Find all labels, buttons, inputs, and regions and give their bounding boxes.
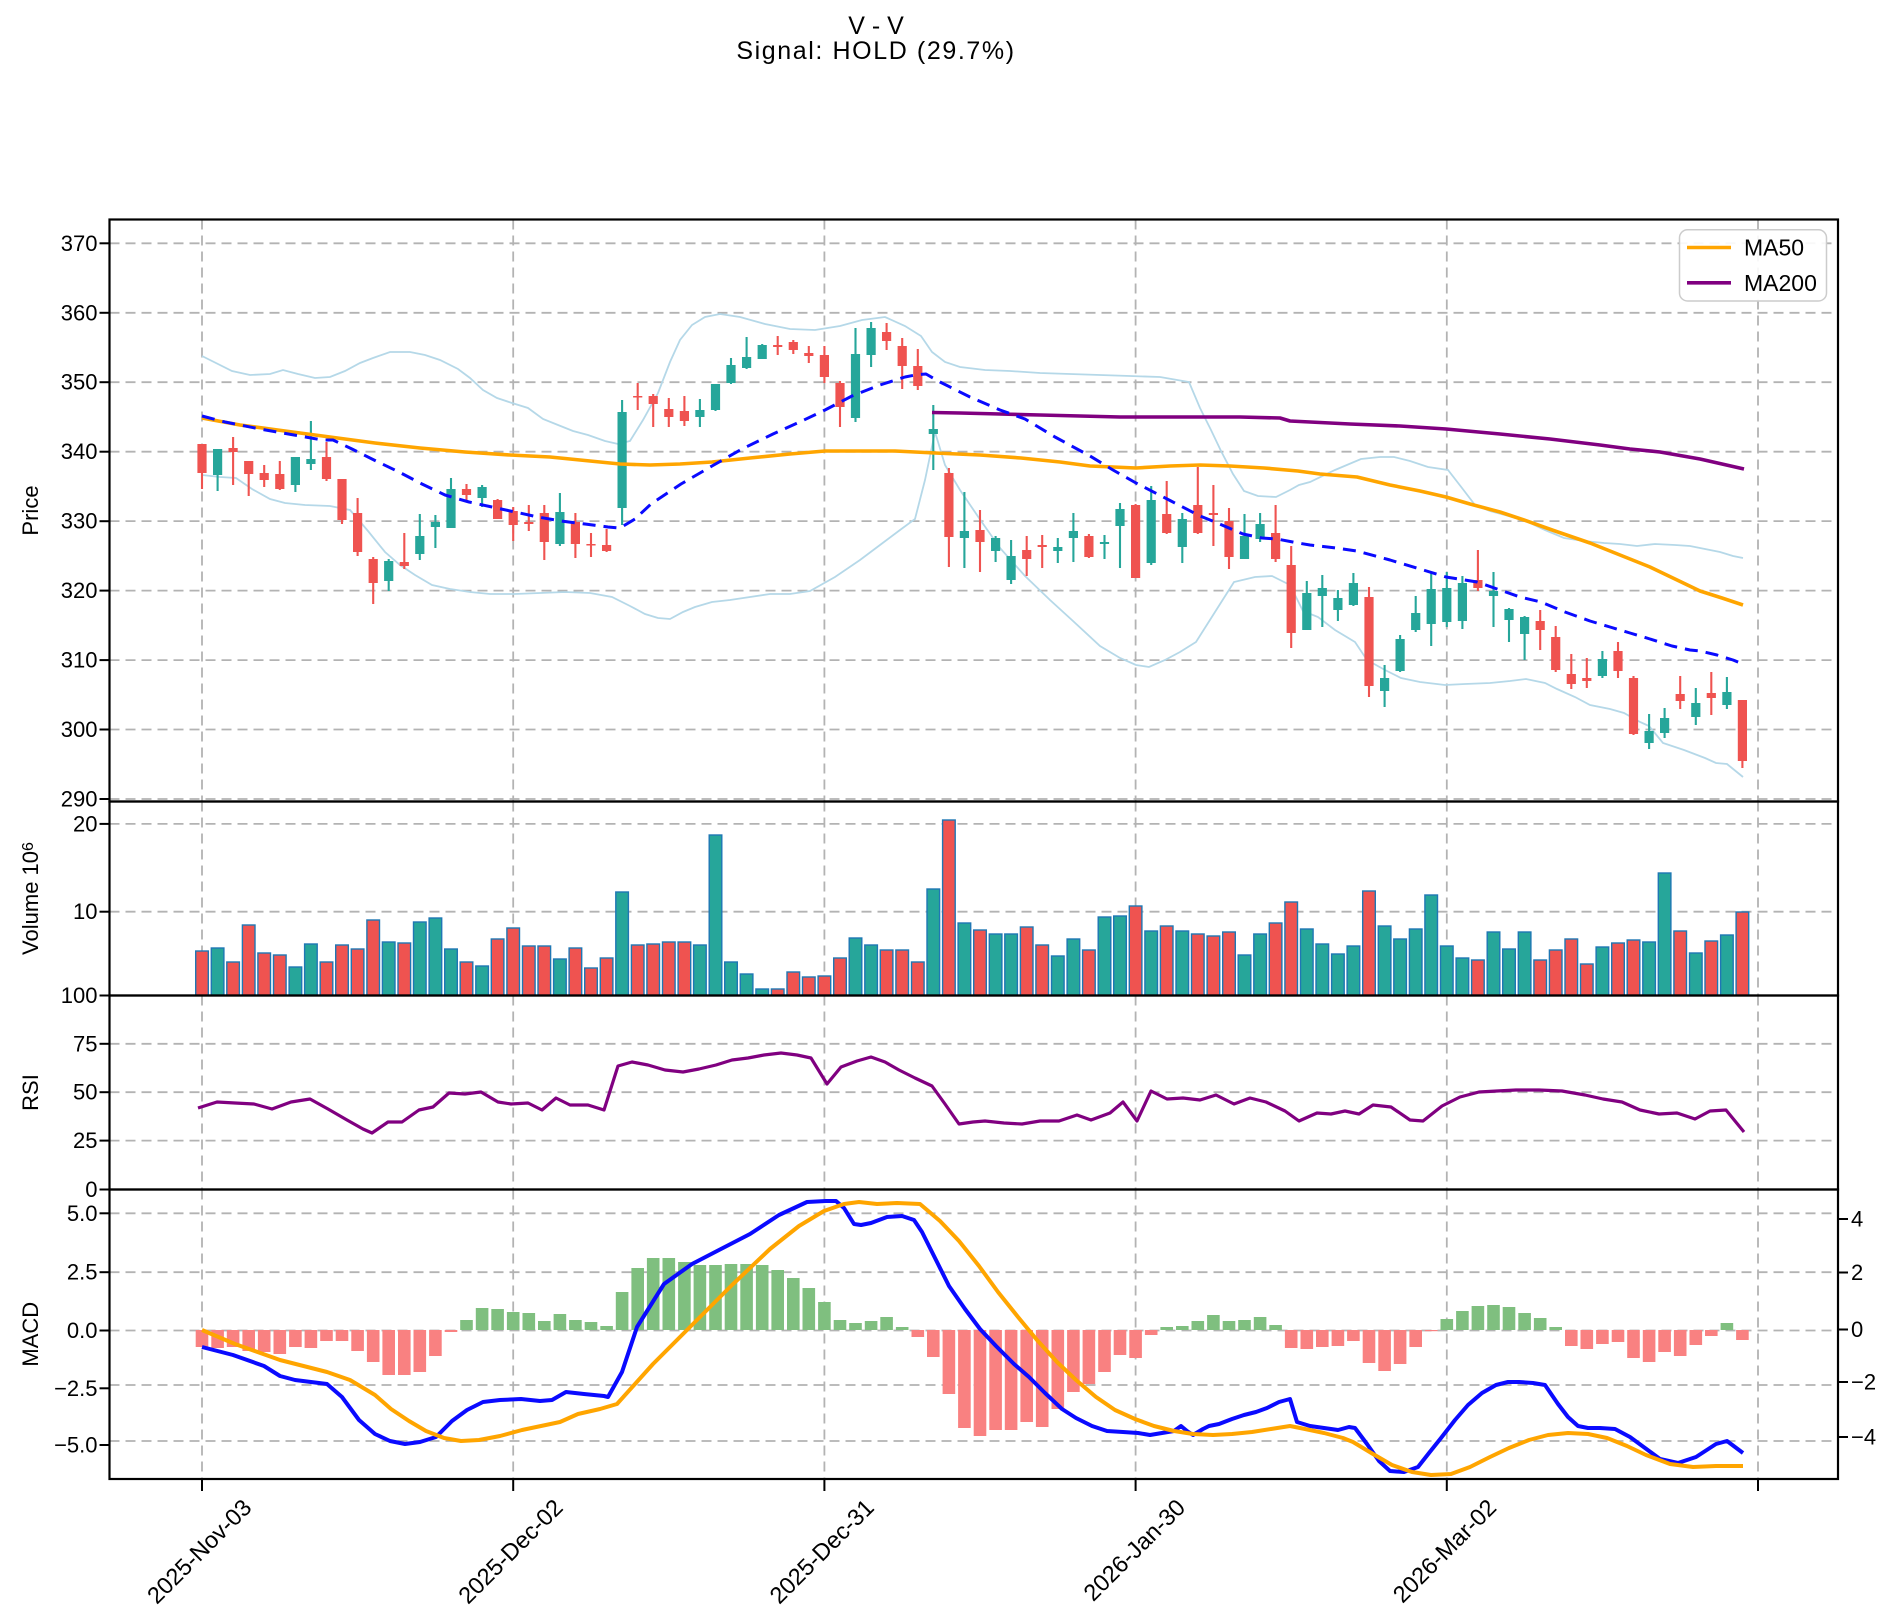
svg-text:340: 340: [61, 439, 98, 464]
svg-text:0: 0: [85, 1177, 97, 1202]
svg-text:Price: Price: [18, 485, 43, 535]
svg-text:2: 2: [1851, 1260, 1863, 1285]
svg-text:−4: −4: [1851, 1425, 1876, 1450]
svg-text:Signal: HOLD (29.7%): Signal: HOLD (29.7%): [736, 37, 1015, 65]
svg-text:−5.0: −5.0: [54, 1433, 97, 1458]
svg-text:0.0: 0.0: [67, 1318, 98, 1343]
svg-text:4: 4: [1851, 1207, 1863, 1232]
svg-text:300: 300: [61, 717, 98, 742]
svg-text:10: 10: [73, 899, 97, 924]
svg-text:5.0: 5.0: [67, 1201, 98, 1226]
svg-text:V - V: V - V: [848, 12, 904, 40]
svg-text:330: 330: [61, 509, 98, 534]
svg-text:MACD: MACD: [18, 1302, 43, 1367]
svg-text:75: 75: [73, 1031, 97, 1056]
svg-text:−2.5: −2.5: [54, 1376, 97, 1401]
svg-text:Volume 106: Volume 106: [18, 842, 43, 955]
svg-text:RSI: RSI: [18, 1074, 43, 1111]
svg-text:360: 360: [61, 300, 98, 325]
svg-text:25: 25: [73, 1128, 97, 1153]
svg-text:−2: −2: [1851, 1370, 1876, 1395]
svg-text:2.5: 2.5: [67, 1260, 98, 1285]
svg-text:290: 290: [61, 787, 98, 812]
svg-text:0: 0: [1851, 1317, 1863, 1342]
svg-text:310: 310: [61, 648, 98, 673]
svg-text:370: 370: [61, 231, 98, 256]
svg-text:MA200: MA200: [1744, 270, 1817, 296]
svg-text:20: 20: [73, 811, 97, 836]
svg-text:320: 320: [61, 578, 98, 603]
svg-text:350: 350: [61, 370, 98, 395]
svg-text:100: 100: [61, 983, 98, 1008]
svg-text:MA50: MA50: [1744, 235, 1804, 261]
svg-text:50: 50: [73, 1080, 97, 1105]
